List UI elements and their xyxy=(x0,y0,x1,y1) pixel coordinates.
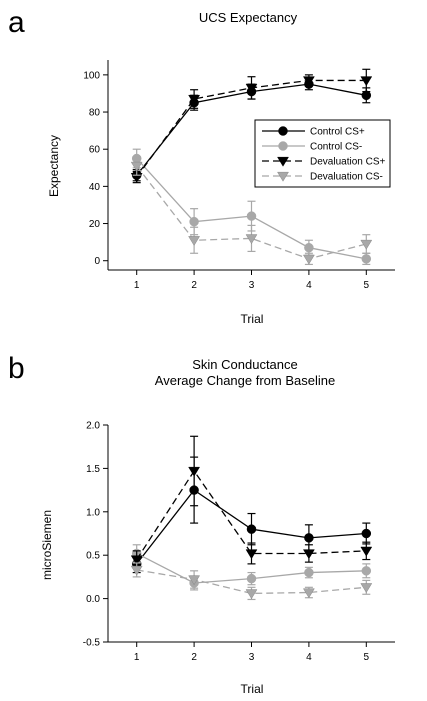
data-point xyxy=(245,549,258,560)
legend-item: Devaluation CS- xyxy=(262,172,383,183)
data-point xyxy=(302,588,315,599)
data-point xyxy=(245,234,258,245)
data-point xyxy=(188,94,201,105)
y-tick-label: 1.0 xyxy=(86,507,100,518)
y-tick-label: 2.0 xyxy=(86,421,100,432)
data-point xyxy=(246,524,257,534)
y-tick-label: 100 xyxy=(83,70,100,81)
legend-marker xyxy=(277,156,289,167)
data-point xyxy=(302,549,315,560)
x-tick-label: 4 xyxy=(306,652,312,663)
data-point xyxy=(304,242,314,253)
data-point xyxy=(361,566,372,576)
data-point xyxy=(246,573,257,584)
data-point xyxy=(360,76,373,87)
panel-b-xlabel: Trial xyxy=(241,682,264,696)
data-point xyxy=(189,216,199,227)
panel-b-title: Skin Conductance xyxy=(192,357,298,372)
data-point xyxy=(360,239,373,250)
data-point xyxy=(245,83,258,94)
panel-b-axes: -0.5 0.0 0.5 1.0 1.5 2.0 1 2 3 4 5 xyxy=(83,421,395,663)
data-point xyxy=(188,466,201,477)
data-point xyxy=(130,555,143,566)
x-tick-label: 5 xyxy=(364,280,370,291)
data-point xyxy=(361,254,372,264)
data-point xyxy=(361,528,372,539)
series-devaluation-cs- xyxy=(130,435,373,569)
legend-label: Control CS+ xyxy=(310,127,365,138)
y-tick-label: 40 xyxy=(89,182,101,193)
x-tick-label: 4 xyxy=(306,280,312,291)
series-devaluation-cs- xyxy=(130,156,373,266)
panel-a-legend: Control CS+ Control CS- Devaluation CS+ Dev… xyxy=(254,119,391,188)
legend-item: Devaluation CS+ xyxy=(262,157,385,168)
data-point xyxy=(360,583,373,594)
panel-b-ylabel: microSiemen xyxy=(40,510,54,580)
series-line xyxy=(136,569,367,595)
data-point xyxy=(304,567,314,578)
data-point xyxy=(302,254,315,265)
legend-label: Devaluation CS- xyxy=(310,172,383,183)
y-tick-label: 0 xyxy=(94,256,100,267)
x-tick-label: 1 xyxy=(134,280,140,291)
x-tick-label: 3 xyxy=(249,652,255,663)
panel-a-xlabel: Trial xyxy=(241,312,264,326)
panel-a-series xyxy=(130,68,373,266)
x-tick-label: 2 xyxy=(191,652,197,663)
panel-a-title: UCS Expectancy xyxy=(199,10,298,25)
y-tick-label: 80 xyxy=(89,108,101,119)
legend-item: Control CS+ xyxy=(262,126,365,138)
data-point xyxy=(245,589,258,600)
x-tick-label: 3 xyxy=(249,280,255,291)
panel-a: a UCS Expectancy Expectancy Trial 0 20 40 6… xyxy=(8,6,395,326)
panel-b-letter: b xyxy=(8,352,25,385)
x-tick-label: 1 xyxy=(134,652,140,663)
legend-label: Devaluation CS+ xyxy=(310,157,385,168)
panel-a-axes: 0 20 40 60 80 100 1 2 3 4 5 xyxy=(83,60,395,291)
x-tick-label: 5 xyxy=(364,652,370,663)
data-point xyxy=(188,575,201,586)
y-tick-label: -0.5 xyxy=(83,638,101,649)
y-tick-label: 0.0 xyxy=(86,594,100,605)
legend-label: Control CS- xyxy=(310,142,362,153)
y-tick-label: 20 xyxy=(89,219,101,230)
series-line xyxy=(136,165,367,260)
panel-a-letter: a xyxy=(8,6,25,39)
y-tick-label: 1.5 xyxy=(86,464,100,475)
legend-marker xyxy=(278,141,288,151)
y-tick-label: 0.5 xyxy=(86,551,100,562)
panel-a-ylabel: Expectancy xyxy=(47,135,61,197)
data-point xyxy=(360,546,373,557)
legend-marker xyxy=(277,171,289,182)
data-point xyxy=(130,565,143,576)
data-point xyxy=(246,211,257,221)
x-tick-label: 2 xyxy=(191,280,197,291)
legend-marker xyxy=(278,126,288,136)
y-tick-label: 60 xyxy=(89,145,101,156)
panel-b-series xyxy=(130,435,373,601)
legend-item: Control CS- xyxy=(262,141,362,153)
data-point xyxy=(130,161,143,172)
series-devaluation-cs- xyxy=(130,562,373,601)
data-point xyxy=(188,236,201,246)
data-point xyxy=(302,76,315,87)
data-point xyxy=(304,533,314,543)
panel-b-subtitle: Average Change from Baseline xyxy=(155,373,335,388)
panel-b: b Skin Conductance Average Change from B… xyxy=(8,352,395,696)
series-line xyxy=(136,469,367,560)
